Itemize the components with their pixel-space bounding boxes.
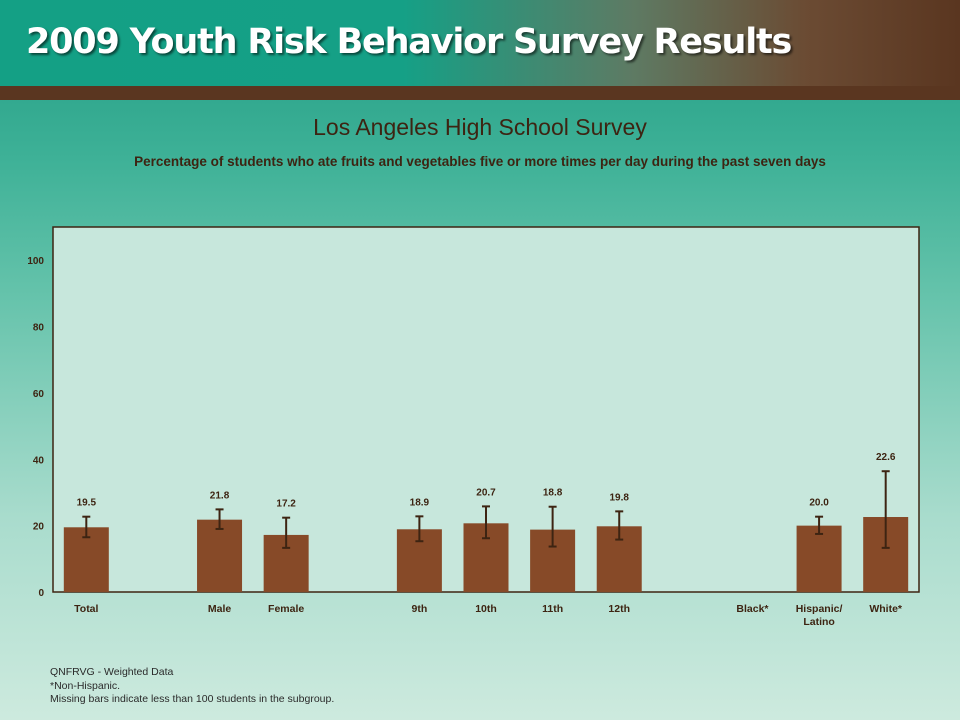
data-label: 20.7 [476, 487, 496, 498]
y-tick-label: 0 [38, 588, 44, 599]
x-tick-label: 10th [475, 603, 497, 615]
x-tick-label: White* [869, 603, 903, 615]
x-tick-label: Female [268, 603, 304, 615]
x-tick-label: Hispanic/ [796, 603, 843, 615]
footnote-non-hispanic: *Non-Hispanic. [50, 680, 121, 692]
header-divider [0, 86, 960, 100]
y-tick-label: 100 [27, 256, 44, 267]
x-tick-label: Black* [736, 603, 769, 615]
bar [796, 525, 842, 592]
x-tick-label: Latino [803, 616, 835, 628]
data-label: 21.8 [210, 490, 230, 501]
y-tick-label: 20 [33, 522, 45, 533]
data-label: 22.6 [876, 452, 896, 463]
bar [197, 519, 243, 592]
y-tick-label: 60 [33, 389, 45, 400]
data-label: 17.2 [276, 499, 296, 510]
x-tick-label: 9th [412, 603, 428, 615]
data-label: 19.8 [609, 492, 629, 503]
y-tick-label: 40 [33, 455, 45, 466]
x-tick-label: Total [74, 603, 98, 615]
footnote-missing-bars: Missing bars indicate less than 100 stud… [50, 693, 335, 705]
chart-subtitle: Percentage of students who ate fruits an… [134, 154, 826, 169]
x-tick-label: 11th [542, 603, 563, 615]
header-banner [0, 0, 960, 86]
footnote-data-source: QNFRVG - Weighted Data [50, 666, 174, 678]
data-label: 19.5 [77, 498, 97, 509]
page-title: 2009 Youth Risk Behavior Survey Results [26, 22, 792, 62]
x-tick-label: 12th [608, 603, 630, 615]
chart-title: Los Angeles High School Survey [313, 114, 647, 140]
data-label: 18.8 [543, 488, 563, 499]
data-label: 18.9 [410, 497, 430, 508]
y-tick-label: 80 [33, 323, 45, 334]
data-label: 20.0 [809, 498, 829, 509]
x-tick-label: Male [208, 603, 232, 615]
